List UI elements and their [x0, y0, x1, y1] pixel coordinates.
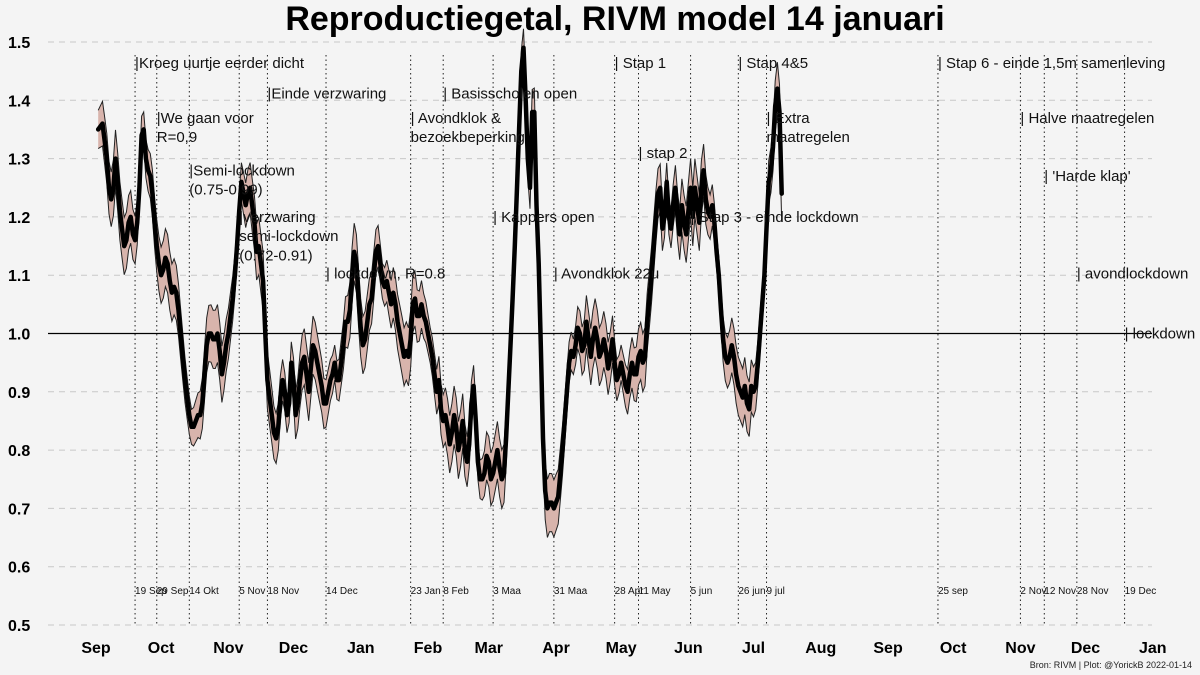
- annotation: |Kroeg uurtje eerder dicht: [135, 55, 305, 72]
- y-tick-label: 1.1: [8, 268, 30, 285]
- x-tick-label: Feb: [414, 640, 443, 657]
- x-axis-ticks: Sep Oct Nov Dec Jan Feb Mar Apr May Jun Jul Aug Sep O…: [81, 640, 1166, 657]
- y-tick-label: 0.6: [8, 560, 30, 577]
- event-date-label: 19 Dec: [1125, 586, 1157, 597]
- x-tick-label: Jul: [742, 640, 765, 657]
- r-number-line: [95, 45, 784, 511]
- annotation: | Stap 1: [615, 55, 666, 72]
- x-tick-label: Oct: [940, 640, 967, 657]
- annotation: | Kappers open: [493, 209, 594, 226]
- event-date-label: 28 Apr: [615, 586, 645, 597]
- source-note: Bron: RIVM | Plot: @YorickB 2022-01-14: [1030, 660, 1192, 670]
- annotation: | Basisscholen open: [443, 85, 577, 102]
- x-tick-label: May: [606, 640, 637, 657]
- annotation: (0.75-0.99): [189, 181, 262, 198]
- x-tick-label: Dec: [279, 640, 308, 657]
- y-axis-ticks: 0.5 0.6 0.7 0.8 0.9 1.0 1.1 1.2 1.3 1.4 1.5: [8, 35, 30, 635]
- annotation: | lockdown: [1125, 326, 1196, 343]
- annotation: (0.72-0.91): [239, 247, 312, 264]
- event-date-label: 18 Nov: [267, 586, 299, 597]
- x-tick-label: Mar: [475, 640, 503, 657]
- annotation: R=0,9: [157, 129, 197, 146]
- annotation: |Einde verzwaring: [267, 85, 386, 102]
- grid: [48, 41, 1152, 626]
- x-tick-label: Nov: [213, 640, 243, 657]
- event-date-label: 14 Dec: [326, 586, 358, 597]
- annotation: | Halve maatregelen: [1020, 110, 1154, 127]
- x-tick-label: Sep: [873, 640, 903, 657]
- annotation: bezoekbeperking: [411, 129, 525, 146]
- chart-title: Reproductiegetal, RIVM model 14 januari: [285, 0, 944, 38]
- x-tick-label: Apr: [542, 640, 570, 657]
- series: [95, 45, 784, 511]
- event-date-label: 29 Sep: [157, 586, 189, 597]
- annotation: | Avondklok 22u: [554, 265, 659, 282]
- event-date-label: 12 Nov: [1044, 586, 1076, 597]
- y-tick-label: 0.8: [8, 443, 30, 460]
- x-tick-label: Nov: [1005, 640, 1035, 657]
- x-tick-label: Oct: [148, 640, 175, 657]
- event-date-label: 23 Jan: [411, 586, 441, 597]
- annotation: semi-lockdown: [239, 228, 338, 245]
- event-date-label: 28 Nov: [1077, 586, 1109, 597]
- event-date-label: 3 Maa: [493, 586, 521, 597]
- event-date-label: 19 Sep: [135, 586, 167, 597]
- y-tick-label: 0.9: [8, 385, 30, 402]
- x-tick-label: Jan: [347, 640, 375, 657]
- annotation: |Semi-lockdown: [189, 162, 295, 179]
- x-tick-label: Aug: [805, 640, 836, 657]
- annotation: | Stap 3 - einde lockdown: [691, 209, 859, 226]
- event-date-label: 8 Feb: [443, 586, 469, 597]
- event-date-label: 9 jul: [767, 586, 785, 597]
- x-tick-label: Jun: [674, 640, 702, 657]
- event-date-label: 2 Nov: [1020, 586, 1046, 597]
- annotation: | Stap 4&5: [738, 55, 808, 72]
- annotation: | Extra: [767, 110, 811, 127]
- y-tick-label: 0.5: [8, 618, 30, 635]
- event-date-label: 11 May: [639, 586, 671, 597]
- event-date-label: 25 sep: [938, 586, 968, 597]
- annotations: |Kroeg uurtje eerder dicht |We gaan voor R…: [135, 55, 1195, 343]
- annotation: | Avondklok &: [411, 110, 501, 127]
- y-tick-label: 1.5: [8, 35, 30, 52]
- x-tick-label: Sep: [81, 640, 111, 657]
- annotation: | avondlockdown: [1077, 265, 1188, 282]
- y-tick-label: 1.4: [8, 93, 30, 110]
- event-date-label: 5 Nov: [239, 586, 265, 597]
- annotation: | Stap 6 - einde 1,5m samenleving: [938, 55, 1165, 72]
- y-tick-label: 1.3: [8, 152, 30, 169]
- annotation: |verzwaring: [239, 209, 315, 226]
- y-tick-label: 1.2: [8, 210, 30, 227]
- event-date-label: 5 jun: [691, 586, 713, 597]
- y-tick-label: 0.7: [8, 501, 30, 518]
- annotation: | 'Harde klap': [1044, 168, 1130, 185]
- event-date-label: 31 Maa: [554, 586, 588, 597]
- event-date-label: 14 Okt: [189, 586, 219, 597]
- x-tick-label: Dec: [1071, 640, 1100, 657]
- annotation: | stap 2: [639, 145, 688, 162]
- y-tick-label: 1.0: [8, 327, 30, 344]
- annotation: maatregelen: [767, 129, 850, 146]
- annotation: | lockdown, R=0.8: [326, 265, 445, 282]
- event-date-label: 26 jun: [738, 586, 765, 597]
- x-tick-label: Jan: [1139, 640, 1167, 657]
- annotation: |We gaan voor: [157, 110, 254, 127]
